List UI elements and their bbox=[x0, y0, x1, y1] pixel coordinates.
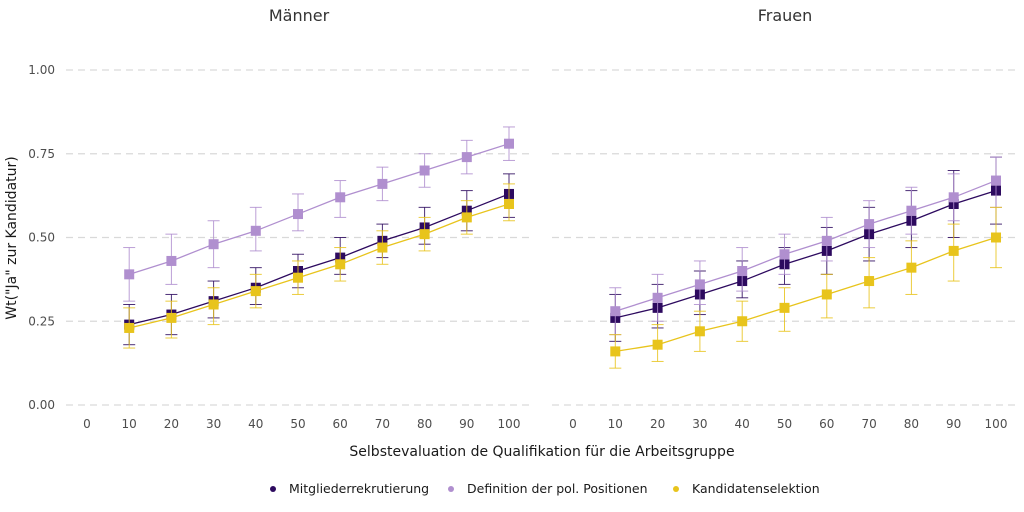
data-point bbox=[948, 245, 959, 256]
y-tick-label: 0.50 bbox=[28, 231, 55, 245]
series-group bbox=[609, 206, 1002, 369]
x-tick-label: 60 bbox=[819, 417, 834, 431]
data-point bbox=[461, 212, 472, 223]
x-tick-label: 100 bbox=[985, 417, 1008, 431]
x-tick-label: 70 bbox=[375, 417, 390, 431]
x-tick-label: 10 bbox=[122, 417, 137, 431]
legend-label: Definition der pol. Positionen bbox=[467, 481, 648, 496]
data-point bbox=[694, 279, 705, 290]
x-tick-label: 0 bbox=[569, 417, 577, 431]
data-point bbox=[821, 235, 832, 246]
series-line bbox=[129, 203, 510, 329]
legend: Mitgliederrekrutierung Definition der pol… bbox=[270, 481, 820, 496]
x-tick-label: 60 bbox=[333, 417, 348, 431]
facet-titles: Männer Frauen bbox=[269, 6, 812, 25]
data-point bbox=[293, 209, 303, 220]
data-point bbox=[377, 178, 388, 189]
series-group bbox=[123, 126, 515, 302]
legend-label: Mitgliederrekrutierung bbox=[289, 481, 429, 496]
data-point bbox=[652, 339, 663, 350]
data-point bbox=[208, 239, 219, 250]
data-point bbox=[779, 302, 790, 313]
data-point bbox=[124, 269, 135, 280]
x-tick-label: 50 bbox=[290, 417, 305, 431]
x-tick-label: 20 bbox=[650, 417, 665, 431]
data-point bbox=[419, 229, 430, 240]
data-point bbox=[610, 306, 621, 317]
x-tick-label: 40 bbox=[735, 417, 750, 431]
data-point bbox=[504, 199, 514, 209]
data-point bbox=[864, 276, 875, 287]
tick-labels: 0.00 0.25 0.50 0.75 1.00 0 10 20 30 40 50 60 70 80 90 1… bbox=[28, 63, 1007, 431]
series-line bbox=[129, 143, 510, 275]
data-point bbox=[335, 259, 346, 270]
data-point bbox=[694, 326, 705, 337]
data-point bbox=[991, 232, 1001, 243]
data-point bbox=[208, 299, 219, 310]
x-tick-label: 80 bbox=[904, 417, 919, 431]
data-point bbox=[504, 138, 514, 149]
x-tick-label: 90 bbox=[459, 417, 474, 431]
data-point bbox=[419, 165, 430, 176]
x-tick-label: 90 bbox=[946, 417, 961, 431]
series-line bbox=[129, 193, 510, 326]
x-tick-label: 30 bbox=[206, 417, 221, 431]
data-point bbox=[335, 192, 346, 203]
legend-swatch bbox=[673, 486, 679, 492]
y-axis-title: Wt("Ja" zur Kandidatur) bbox=[4, 156, 20, 319]
legend-item: Definition der pol. Positionen bbox=[448, 481, 648, 496]
legend-swatch bbox=[270, 486, 276, 492]
data-point bbox=[864, 219, 875, 230]
data-point bbox=[166, 312, 177, 323]
series-group bbox=[123, 173, 515, 346]
data-point bbox=[737, 266, 748, 276]
data-point bbox=[948, 192, 959, 203]
series-layer bbox=[123, 126, 1002, 369]
data-point bbox=[377, 242, 388, 253]
facet-title: Frauen bbox=[758, 6, 813, 25]
data-point bbox=[166, 255, 177, 266]
data-point bbox=[250, 225, 261, 236]
x-tick-label: 20 bbox=[164, 417, 179, 431]
series-group bbox=[609, 156, 1002, 336]
series-line bbox=[615, 179, 997, 312]
data-point bbox=[652, 292, 663, 303]
x-tick-label: 10 bbox=[608, 417, 623, 431]
data-point bbox=[991, 175, 1001, 186]
series-group bbox=[123, 183, 515, 349]
x-tick-label: 30 bbox=[692, 417, 707, 431]
legend-label: Kandidatenselektion bbox=[692, 481, 820, 496]
x-tick-label: 70 bbox=[861, 417, 876, 431]
series-group bbox=[609, 156, 1002, 342]
legend-item: Mitgliederrekrutierung bbox=[270, 481, 429, 496]
gridlines bbox=[66, 69, 1018, 406]
x-tick-label: 0 bbox=[83, 417, 91, 431]
y-tick-label: 0.00 bbox=[28, 398, 55, 412]
data-point bbox=[124, 322, 135, 333]
series-line bbox=[615, 236, 997, 353]
series-line bbox=[615, 189, 997, 319]
legend-item: Kandidatenselektion bbox=[673, 481, 820, 496]
y-tick-label: 0.25 bbox=[28, 314, 55, 328]
data-point bbox=[906, 262, 917, 273]
data-point bbox=[821, 289, 832, 300]
legend-swatch bbox=[448, 486, 454, 492]
data-point bbox=[737, 316, 748, 327]
y-tick-label: 1.00 bbox=[28, 63, 55, 77]
x-tick-label: 40 bbox=[248, 417, 263, 431]
x-tick-label: 80 bbox=[417, 417, 432, 431]
x-tick-label: 100 bbox=[498, 417, 521, 431]
data-point bbox=[293, 272, 303, 283]
data-point bbox=[610, 346, 621, 357]
x-axis-title: Selbstevaluation de Qualifikation für di… bbox=[349, 444, 734, 460]
facet-title: Männer bbox=[269, 6, 330, 25]
data-point bbox=[461, 152, 472, 163]
y-tick-label: 0.75 bbox=[28, 147, 55, 161]
x-tick-label: 50 bbox=[777, 417, 792, 431]
data-point bbox=[250, 286, 261, 297]
data-point bbox=[906, 205, 917, 216]
data-point bbox=[779, 249, 790, 260]
